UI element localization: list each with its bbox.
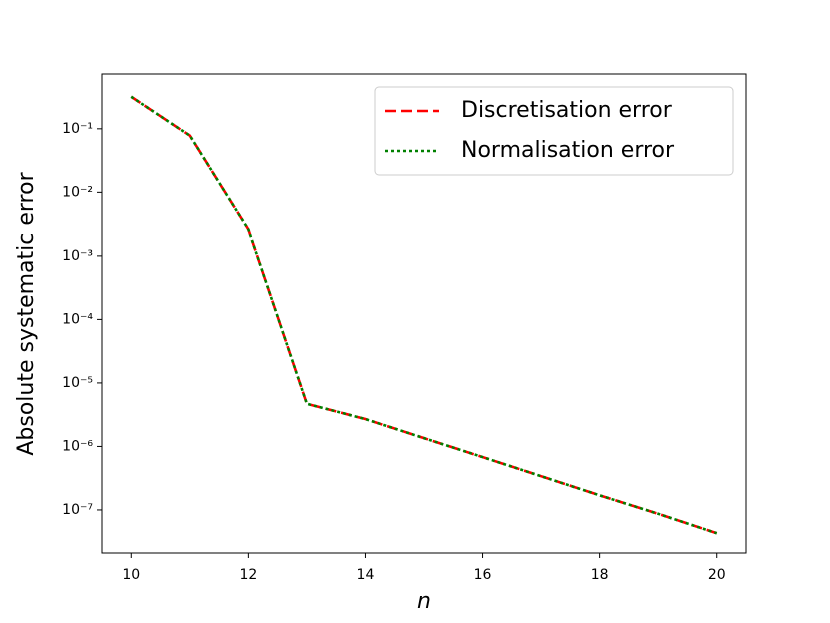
x-axis-label: n <box>417 589 431 614</box>
y-tick-label: 10⁻¹ <box>62 121 93 137</box>
y-tick-label: 10⁻⁵ <box>62 375 93 391</box>
x-tick-label: 12 <box>239 567 257 583</box>
line-series <box>130 95 718 535</box>
y-tick-label: 10⁻³ <box>62 248 93 264</box>
x-tick-label: 10 <box>122 567 140 583</box>
y-tick-label: 10⁻² <box>62 184 93 200</box>
x-tick-label: 20 <box>708 567 726 583</box>
y-axis-label: Absolute systematic error <box>14 171 39 455</box>
y-tick-label: 10⁻⁷ <box>62 502 93 518</box>
y-tick-label: 10⁻⁴ <box>62 311 93 327</box>
x-tick-label: 18 <box>591 567 609 583</box>
legend-label: Normalisation error <box>461 138 675 163</box>
plot-frame <box>101 73 747 554</box>
x-tick-label: 14 <box>357 567 375 583</box>
x-tick-label: 16 <box>474 567 492 583</box>
y-tick-label: 10⁻⁶ <box>62 438 93 454</box>
legend-label: Discretisation error <box>461 98 673 123</box>
legend-box <box>374 86 734 176</box>
